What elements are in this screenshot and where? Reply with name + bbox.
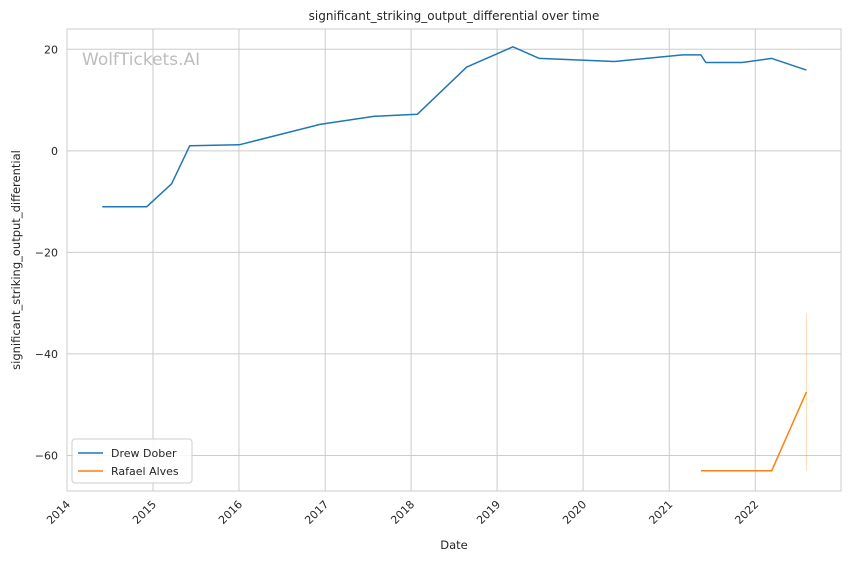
- x-tick-label: 2016: [216, 498, 245, 527]
- x-axis-label: Date: [440, 538, 468, 552]
- x-tick-label: 2019: [474, 498, 503, 527]
- grid-lines: [66, 29, 841, 491]
- plot-background: [67, 29, 841, 491]
- x-tick-label: 2015: [130, 498, 159, 527]
- y-tick-label: −20: [35, 246, 58, 259]
- series-lines: [102, 46, 808, 472]
- chart-title: significant_striking_output_differential…: [309, 9, 600, 23]
- x-tick-label: 2021: [646, 498, 675, 527]
- legend-label-rafael-alves: Rafael Alves: [111, 465, 179, 478]
- y-tick-labels: 20 0 −20 −40 −60: [35, 43, 58, 462]
- y-axis-label: significant_striking_output_differential: [9, 150, 23, 370]
- x-tick-label: 2017: [302, 498, 331, 527]
- y-tick-label: 0: [51, 145, 58, 158]
- watermark: WolfTickets.AI: [82, 50, 200, 70]
- plot-frame: [66, 28, 842, 492]
- legend-label-drew-dober: Drew Dober: [111, 447, 177, 460]
- y-tick-label: 20: [44, 43, 58, 56]
- y-tick-label: −40: [35, 348, 58, 361]
- x-tick-label: 2014: [44, 498, 73, 527]
- series-line-drew-dober: [102, 46, 807, 208]
- y-tick-label: −60: [35, 449, 58, 462]
- x-tick-label: 2018: [388, 498, 417, 527]
- x-tick-labels: 2014 2015 2016 2017 2018 2019 2020 2021 2022: [44, 498, 761, 527]
- series-line-rafael-alves: [700, 391, 808, 472]
- legend: Drew Dober Rafael Alves: [71, 438, 193, 484]
- x-tick-label: 2020: [560, 498, 589, 527]
- legend-box: [71, 438, 193, 484]
- x-tick-label: 2022: [732, 498, 761, 527]
